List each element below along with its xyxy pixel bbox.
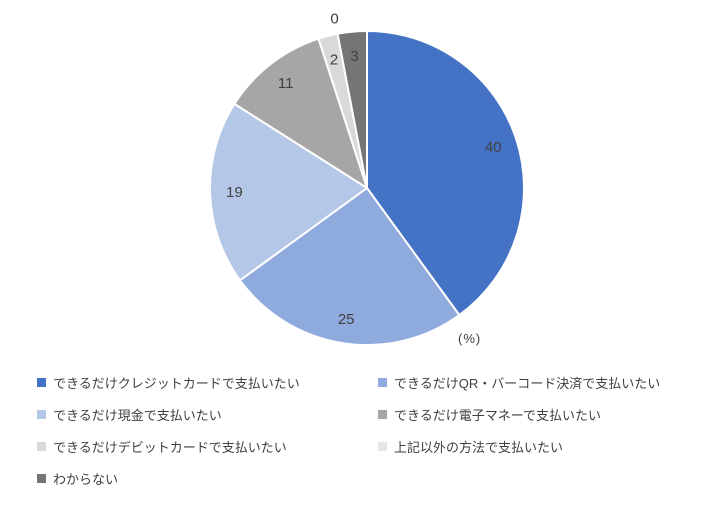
legend-item: わからない [37,470,378,487]
legend-item: できるだけ電子マネーで支払いたい [378,406,697,423]
legend-swatch-icon [378,378,387,387]
legend-swatch-icon [37,474,46,483]
legend-item: できるだけ現金で支払いたい [37,406,378,423]
legend-swatch-icon [378,442,387,451]
legend-item-label: わからない [53,472,119,487]
legend-item-label: できるだけクレジットカードで支払いたい [53,376,300,391]
legend-item: できるだけデビットカードで支払いたい [37,438,378,455]
legend-item-label: できるだけ現金で支払いたい [53,408,222,423]
unit-label: (%) [458,331,482,346]
pie-slice [366,30,525,317]
pie-slice [238,187,461,346]
legend-item-label: できるだけQR・バーコード決済で支払いたい [394,376,661,391]
legend-swatch-icon [378,410,387,419]
slice-value-label: 11 [278,75,294,92]
slice-value-label: 0 [330,10,338,27]
slice-value-label: 2 [330,52,338,69]
pie-slice [209,102,368,282]
pie-chart: 40 25 19 11 2 0 3 [209,10,525,346]
legend: できるだけクレジットカードで支払いたい できるだけQR・バーコード決済で支払いたい… [37,374,697,487]
legend-swatch-icon [37,378,46,387]
pie-slice [336,30,368,189]
legend-item-label: 上記以外の方法で支払いたい [394,440,564,455]
legend-item: できるだけQR・バーコード決済で支払いたい [378,374,697,391]
legend-item-label: できるだけデビットカードで支払いたい [53,440,287,455]
slice-value-label: 3 [350,48,358,65]
slice-value-label: 25 [338,311,355,328]
pie-slice [233,37,368,189]
slice-value-label: 40 [485,139,502,156]
legend-swatch-icon [37,410,46,419]
legend-swatch-icon [37,442,46,451]
legend-item: 上記以外の方法で支払いたい [378,438,697,455]
legend-item-label: できるだけ電子マネーで支払いたい [394,408,601,423]
slice-value-label: 19 [226,184,243,201]
legend-item: できるだけクレジットカードで支払いたい [37,374,378,391]
